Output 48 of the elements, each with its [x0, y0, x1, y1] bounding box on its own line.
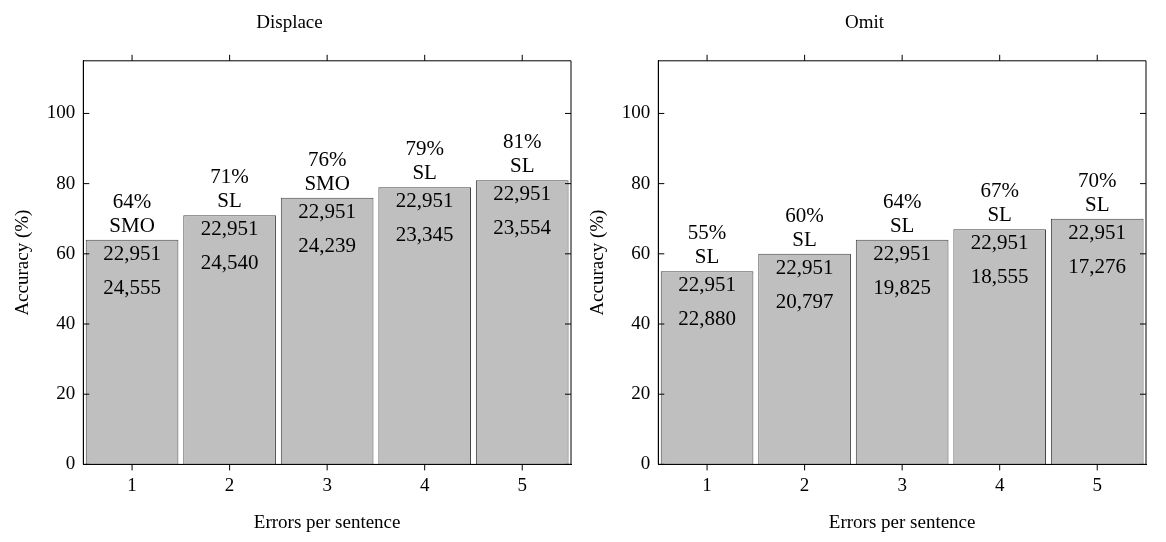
data-label: 81% SL — [502, 129, 542, 178]
y-tick-label: 100 — [46, 101, 76, 123]
y-tick-label: 60 — [56, 241, 76, 263]
y-axis-title: Accuracy (%) — [11, 209, 34, 316]
x-tick-label: 5 — [517, 473, 527, 495]
data-label: 76% SMO — [304, 146, 350, 195]
data-label: 64% SL — [882, 188, 922, 237]
x-tick-label: 1 — [702, 473, 712, 495]
y-tick-label: 40 — [56, 312, 76, 333]
annotation: 22,951 24,540 — [200, 216, 259, 275]
annotation: 22,951 23,345 — [395, 188, 454, 247]
data-label: 55% SL — [687, 220, 727, 269]
data-label: 70% SL — [1077, 167, 1117, 216]
y-tick-label: 20 — [631, 382, 651, 404]
annotation: 22,951 22,880 — [678, 272, 736, 331]
annotation: 22,951 24,555 — [103, 240, 161, 299]
x-tick-label: 2 — [224, 473, 235, 495]
x-tick-label: 4 — [419, 473, 430, 495]
data-label: 67% SL — [980, 178, 1019, 227]
y-tick-label: 0 — [640, 452, 651, 474]
y-tick-label: 0 — [65, 452, 76, 474]
chart-title: Displace — [256, 11, 323, 33]
data-label: 71% SL — [210, 164, 249, 213]
data-label: 60% SL — [785, 202, 824, 251]
x-tick-label: 4 — [994, 473, 1005, 495]
data-label: 64% SMO — [109, 188, 155, 237]
x-axis-title: Errors per sentence — [253, 510, 401, 532]
annotation: 22,951 24,239 — [298, 198, 357, 257]
y-tick-label: 80 — [56, 171, 76, 193]
x-tick-label: 3 — [897, 473, 907, 495]
x-axis-title: Errors per sentence — [828, 510, 976, 532]
chart-title: Omit — [844, 11, 885, 33]
y-tick-label: 20 — [56, 382, 76, 404]
annotation: 22,951 23,554 — [493, 181, 552, 240]
annotation: 22,951 19,825 — [873, 240, 932, 299]
annotation: 22,951 18,555 — [970, 230, 1029, 289]
x-tick-label: 1 — [127, 473, 137, 495]
y-axis-title: Accuracy (%) — [586, 209, 609, 316]
y-tick-label: 40 — [631, 312, 651, 333]
data-label: 79% SL — [405, 136, 444, 185]
x-tick-label: 2 — [799, 473, 810, 495]
annotation: 22,951 20,797 — [775, 254, 834, 313]
annotation: 22,951 17,276 — [1068, 219, 1127, 278]
y-tick-label: 60 — [631, 241, 651, 263]
y-tick-label: 100 — [621, 101, 651, 123]
y-tick-label: 80 — [631, 171, 651, 193]
x-tick-label: 5 — [1092, 473, 1102, 495]
x-tick-label: 3 — [322, 473, 332, 495]
